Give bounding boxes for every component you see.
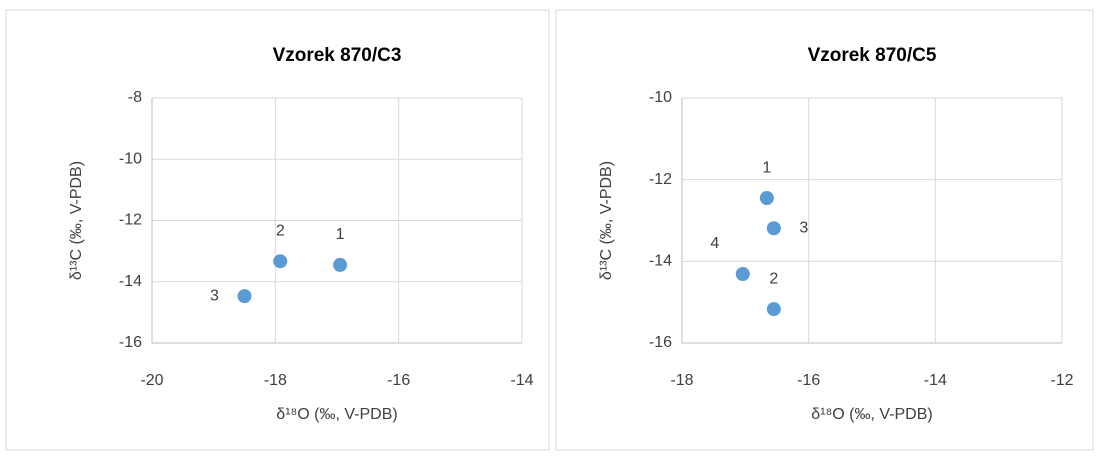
point — [273, 254, 288, 269]
point-label: 4 — [710, 235, 719, 252]
y-tick-label: -12 — [649, 171, 672, 188]
y-tick-label: -16 — [649, 334, 672, 351]
x-tick-label: -18 — [670, 372, 693, 389]
y-tick-label: -8 — [128, 89, 142, 106]
y-tick-label: -10 — [649, 89, 672, 106]
y-tick-label: -14 — [119, 273, 142, 290]
y-axis-label: δ¹³C (‰, V-PDB) — [68, 161, 85, 280]
point — [766, 302, 781, 317]
point-label: 2 — [276, 222, 285, 239]
point-label: 2 — [769, 270, 778, 287]
x-axis-label: δ¹⁸O (‰, V-PDB) — [811, 406, 932, 423]
y-tick-label: -10 — [119, 150, 142, 167]
x-tick-label: -18 — [264, 372, 287, 389]
point-label: 3 — [799, 219, 808, 236]
y-tick-label: -14 — [649, 253, 672, 270]
x-tick-label: -14 — [510, 372, 533, 389]
panel — [5, 9, 550, 451]
y-axis-label: δ¹³C (‰, V-PDB) — [598, 161, 615, 280]
chart-title: Vzorek 870/C5 — [808, 45, 937, 66]
x-tick-label: -16 — [797, 372, 820, 389]
x-tick-label: -20 — [140, 372, 163, 389]
point — [766, 221, 781, 236]
point — [735, 266, 750, 281]
x-axis-label: δ¹⁸O (‰, V-PDB) — [276, 406, 397, 423]
panel — [555, 9, 1094, 451]
point-label: 1 — [762, 159, 771, 176]
x-tick-label: -12 — [1050, 372, 1073, 389]
x-tick-label: -14 — [924, 372, 947, 389]
y-tick-label: -12 — [119, 212, 142, 229]
point — [333, 257, 348, 272]
x-tick-label: -16 — [387, 372, 410, 389]
y-tick-label: -16 — [119, 334, 142, 351]
point-label: 3 — [210, 287, 219, 304]
chart-title: Vzorek 870/C3 — [273, 45, 402, 66]
point — [237, 289, 252, 304]
point-label: 1 — [336, 226, 345, 243]
point — [759, 191, 774, 206]
